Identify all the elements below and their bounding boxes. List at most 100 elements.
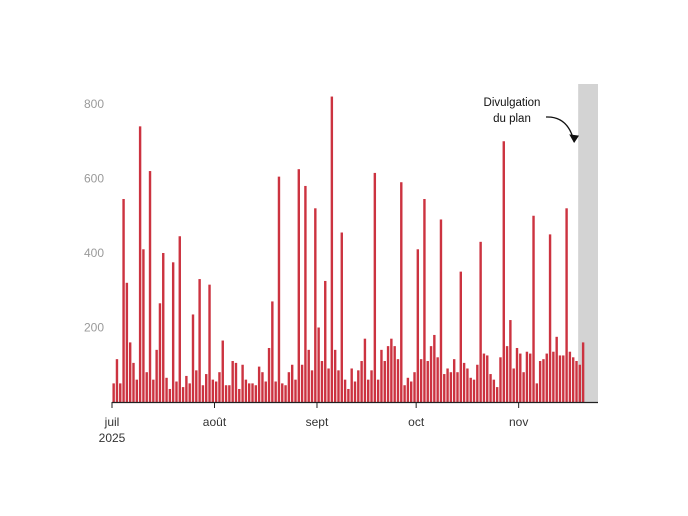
data-bar — [390, 338, 393, 403]
data-bar — [241, 364, 244, 402]
data-bar — [178, 236, 181, 402]
data-bar — [337, 370, 340, 402]
y-tick-label: 800 — [84, 97, 104, 111]
data-bar — [201, 385, 205, 402]
data-bar — [452, 359, 456, 402]
data-bar — [353, 381, 357, 402]
data-bar — [284, 385, 287, 402]
data-bar — [211, 379, 215, 402]
data-bar — [502, 141, 505, 402]
data-bar — [489, 374, 492, 402]
annotation-layer: Divulgation du plan — [484, 97, 580, 143]
annotation-text: du plan — [493, 113, 531, 125]
data-bar — [469, 377, 472, 402]
data-bar — [138, 126, 142, 402]
data-bar — [218, 372, 221, 402]
data-bar — [542, 359, 545, 402]
data-bar — [320, 361, 324, 402]
data-bar — [128, 342, 132, 402]
data-bar — [476, 364, 479, 402]
y-tick-label: 400 — [84, 246, 104, 260]
data-bar — [221, 340, 224, 402]
data-bar — [515, 347, 519, 402]
data-bar — [330, 96, 334, 403]
data-bar — [396, 359, 400, 402]
data-bar — [267, 347, 271, 402]
data-bar — [277, 176, 281, 402]
data-bar — [436, 357, 439, 402]
data-bar — [360, 361, 363, 402]
data-bar — [234, 362, 238, 402]
data-bar — [115, 359, 119, 402]
data-bar — [406, 377, 410, 402]
data-bar — [419, 359, 423, 402]
data-bar — [145, 372, 148, 402]
data-bar — [251, 383, 254, 403]
data-bar — [479, 241, 482, 402]
data-bar — [271, 301, 274, 403]
data-bar — [274, 381, 277, 402]
data-bar — [198, 279, 201, 402]
data-bar — [148, 171, 152, 402]
data-bar — [112, 383, 115, 403]
data-bar — [413, 372, 416, 402]
data-bar — [175, 381, 178, 402]
axis-layer: 200 400 600 800 juil 2025 août sept oct nov — [84, 97, 598, 445]
data-bar — [568, 351, 572, 402]
data-bar — [297, 169, 300, 402]
data-bar — [446, 368, 449, 402]
data-bar — [575, 361, 578, 402]
annotation-arrowhead — [569, 134, 580, 143]
data-bar — [119, 383, 122, 403]
data-bar — [228, 385, 231, 402]
data-bar — [555, 336, 558, 402]
data-bar — [224, 385, 228, 402]
highlight-band — [578, 84, 598, 402]
data-bar — [529, 353, 532, 402]
data-bar — [185, 375, 188, 402]
data-bar — [324, 280, 327, 402]
data-bar — [466, 368, 469, 402]
data-bar — [294, 379, 297, 402]
data-bar — [165, 377, 168, 402]
data-bar — [244, 379, 248, 402]
data-bar — [188, 383, 191, 403]
data-bar — [423, 198, 426, 402]
data-bar — [208, 284, 211, 402]
data-bar — [380, 349, 383, 402]
data-bar — [350, 368, 353, 402]
data-bar — [548, 234, 552, 403]
data-bar — [386, 346, 390, 403]
data-bar — [456, 372, 459, 402]
x-tick-label: août — [203, 415, 227, 429]
annotation-text: Divulgation — [484, 97, 541, 109]
data-bar — [367, 379, 370, 402]
data-bar — [122, 198, 125, 402]
data-bar — [581, 342, 585, 402]
data-bar — [429, 346, 433, 403]
data-bar — [482, 353, 486, 402]
data-bar — [552, 351, 555, 402]
data-bar — [373, 172, 377, 402]
data-bar — [459, 271, 462, 403]
data-bar — [535, 383, 539, 403]
data-bar — [307, 349, 310, 402]
data-bar — [443, 374, 446, 402]
data-bar — [572, 357, 575, 402]
x-tick-label: oct — [408, 415, 425, 429]
annotation-arrow — [545, 116, 575, 143]
data-bar — [370, 370, 373, 402]
data-bar — [162, 253, 165, 402]
data-bar — [238, 388, 241, 402]
data-bar — [416, 249, 420, 402]
data-bar — [505, 346, 509, 403]
data-bar — [512, 368, 515, 402]
data-bar — [538, 361, 542, 402]
bars-layer — [112, 96, 585, 403]
data-bar — [125, 282, 129, 402]
data-bar — [363, 338, 367, 403]
data-bar — [347, 388, 350, 402]
data-bar — [525, 351, 529, 402]
